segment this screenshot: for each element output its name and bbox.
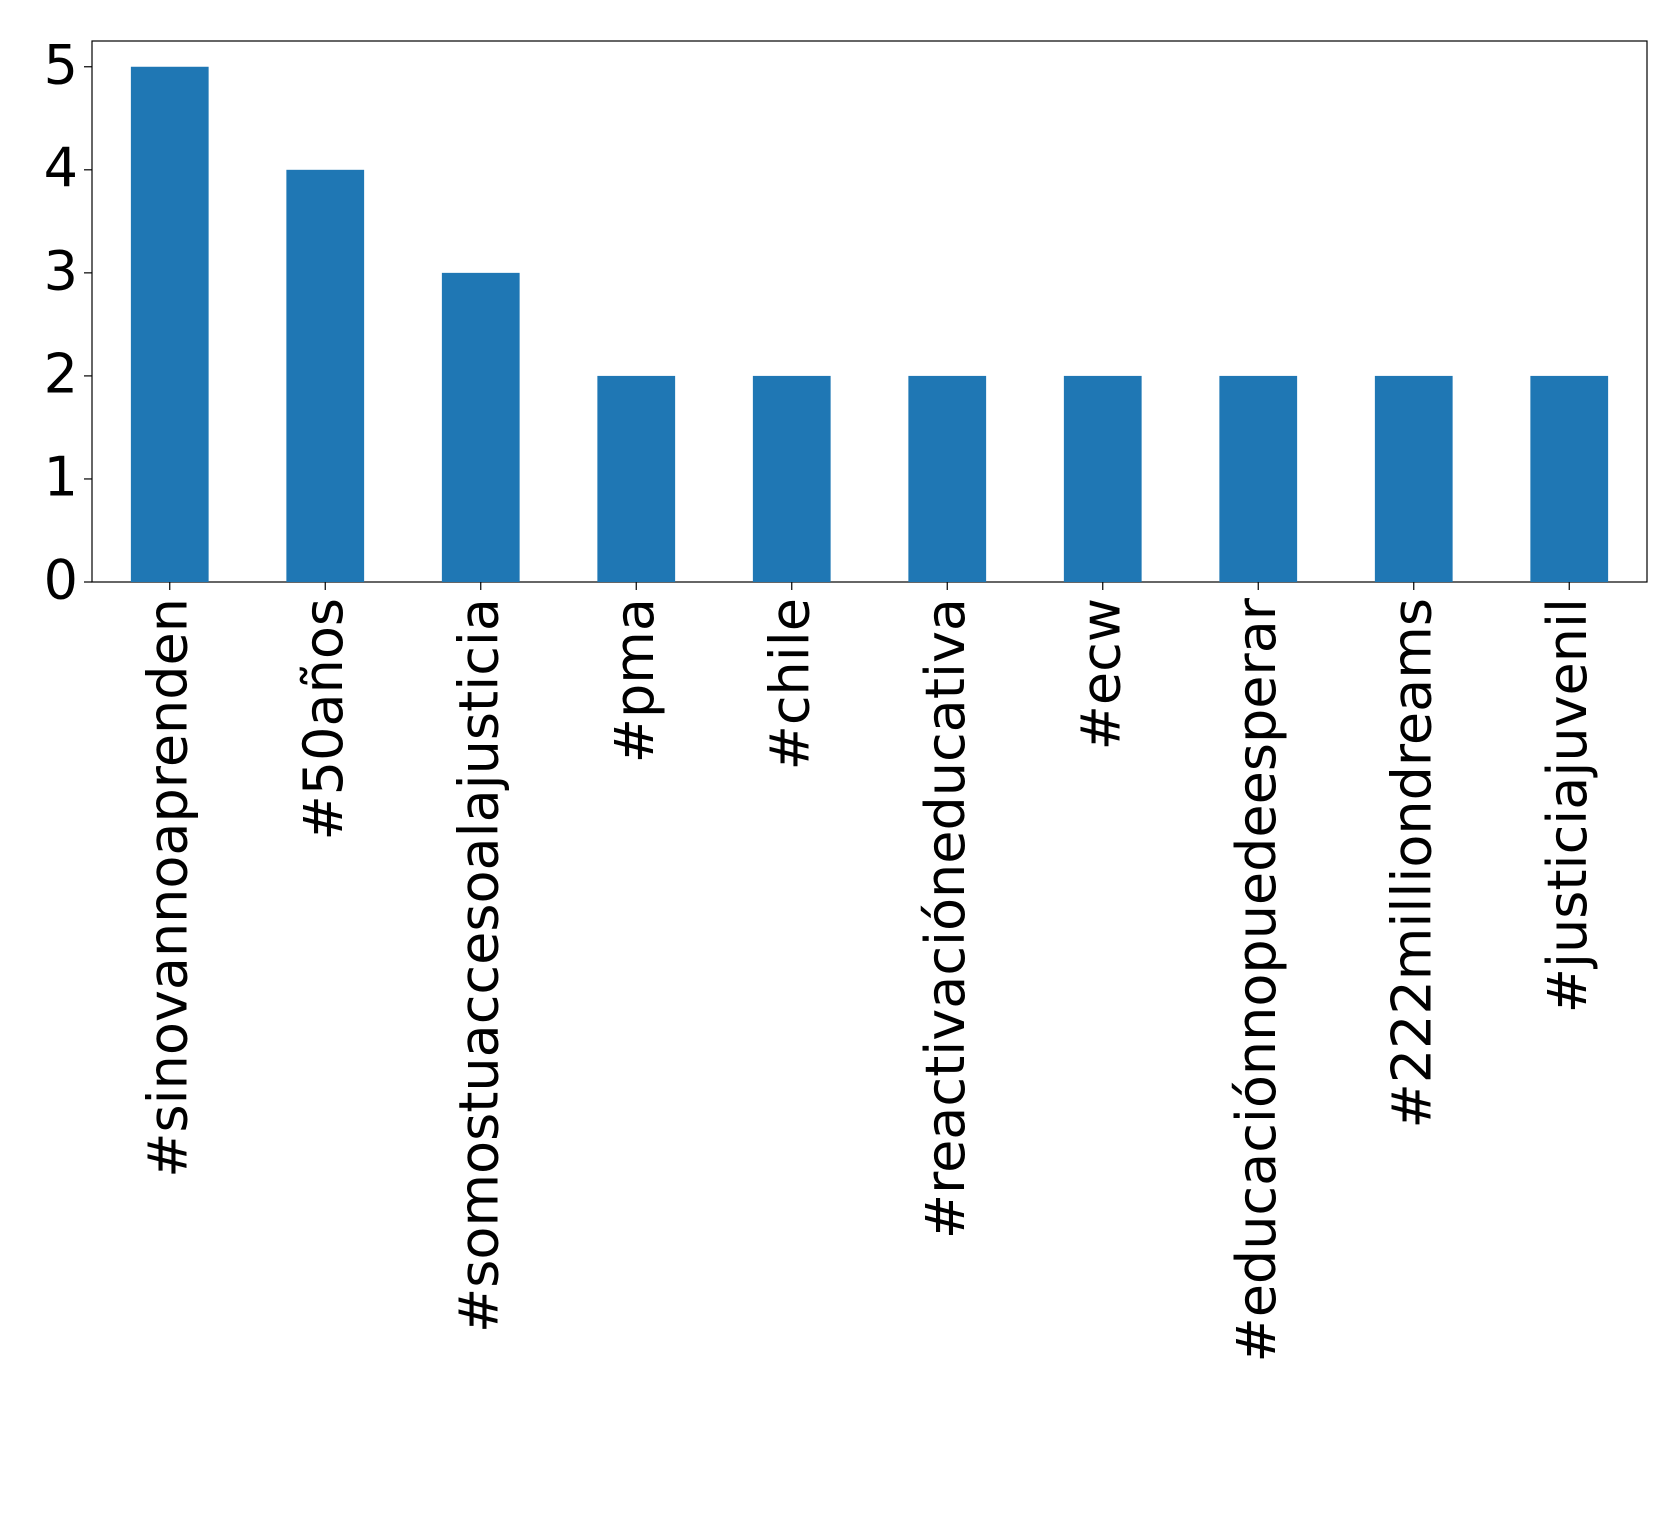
- bar: [752, 375, 831, 582]
- bar: [1374, 375, 1453, 582]
- x-tick-label: #222milliondreams: [1380, 598, 1443, 1129]
- y-tick-label: 5: [44, 33, 78, 96]
- bar: [1219, 375, 1298, 582]
- y-tick-label: 2: [44, 343, 78, 406]
- x-tick-label: #50años: [292, 598, 355, 840]
- y-tick-label: 0: [44, 549, 78, 612]
- bar: [441, 272, 520, 582]
- bar: [1063, 375, 1142, 582]
- x-tick-label: #reactivacióneducativa: [914, 598, 977, 1239]
- x-tick-label: #somostuaccesoalajusticia: [447, 598, 510, 1333]
- plot-frame: [91, 40, 1648, 583]
- bar: [597, 375, 676, 582]
- bar: [286, 169, 365, 583]
- x-tick-label: #educaciónnopuedeesperar: [1225, 597, 1288, 1362]
- y-tick-label: 1: [44, 446, 78, 509]
- x-tick-label: #justiciajuvenil: [1536, 598, 1599, 1013]
- x-tick-label: #ecw: [1069, 598, 1132, 750]
- y-tick-label: 3: [44, 239, 78, 302]
- bar: [130, 66, 209, 582]
- bar: [908, 375, 987, 582]
- x-tick-label: #pma: [603, 598, 666, 763]
- bar: [1530, 375, 1609, 582]
- x-tick-label: #sinovannoaprenden: [136, 598, 199, 1178]
- x-tick-label: #chile: [758, 598, 821, 770]
- y-tick-label: 4: [44, 136, 78, 199]
